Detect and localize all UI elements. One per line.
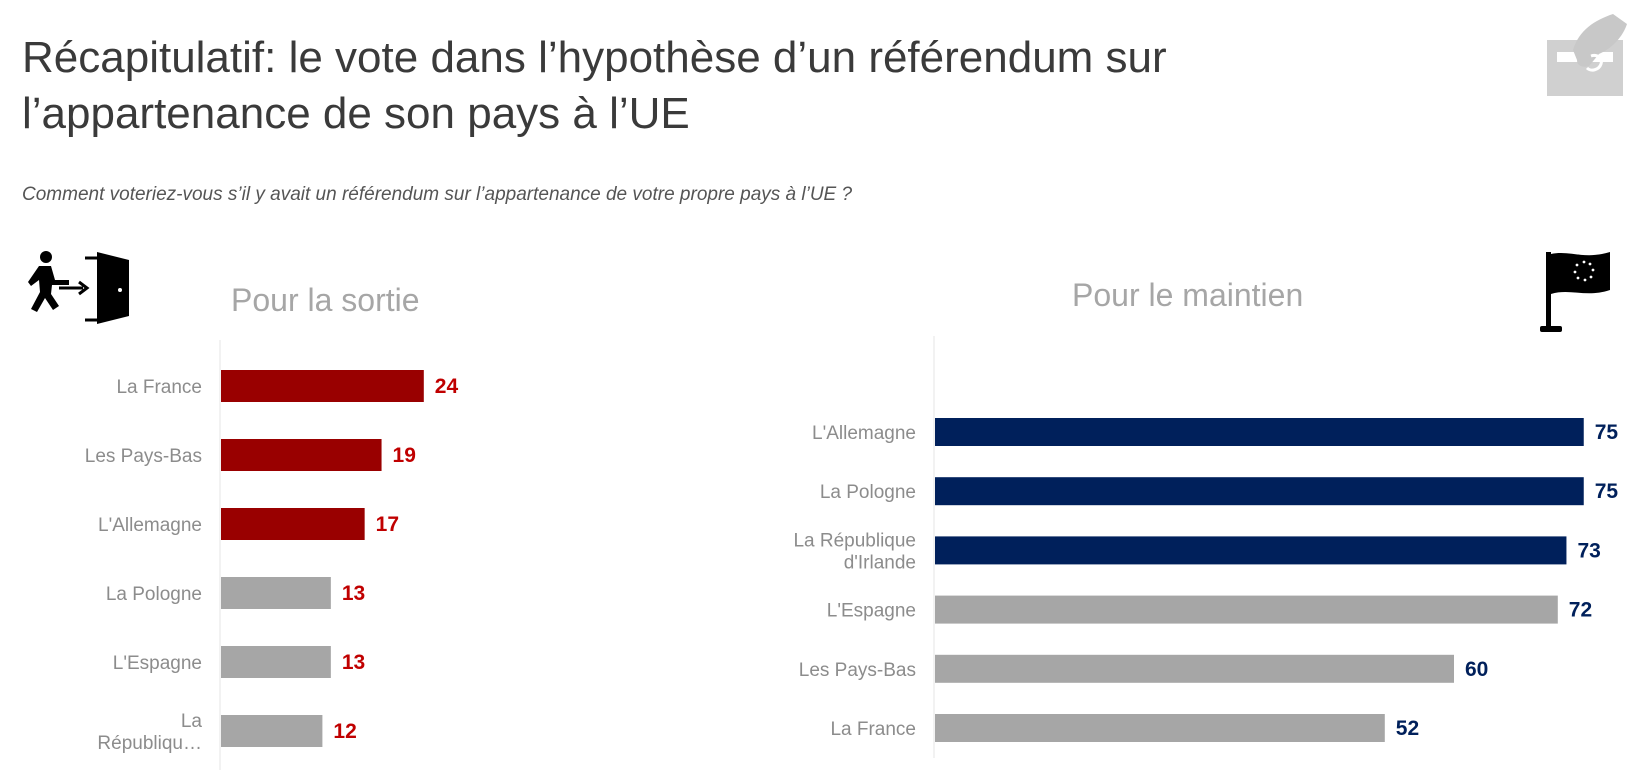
remain-value-label: 75 [1595,421,1619,444]
exit-value-label: 13 [342,651,365,674]
exit-chart-title: Pour la sortie [231,282,420,318]
exit-value-label: 13 [342,582,365,605]
remain-bar [935,477,1584,506]
exit-category-label: La Pologne [106,584,202,605]
remain-value-label: 60 [1465,658,1488,681]
title-line-2: l’appartenance de son pays à l’UE [22,89,690,138]
remain-bar [935,654,1454,683]
exit-bar [221,715,323,747]
remain-category-label: La France [830,719,916,740]
exit-value-label: 19 [393,444,416,467]
exit-bar [221,439,382,471]
remain-value-label: 73 [1577,539,1600,562]
exit-bar [221,370,424,402]
exit-category-label: L'Espagne [113,653,202,674]
remain-value-label: 52 [1396,717,1419,740]
remain-value-label: 72 [1569,599,1592,622]
exit-bar [221,577,331,609]
exit-bar [221,646,331,678]
exit-category-label: La France [116,377,202,398]
remain-bar [935,418,1584,446]
remain-category-label: L'Allemagne [812,423,916,444]
remain-bar [935,595,1558,624]
exit-bar-chart: 24 La France 19 Les Pays-Bas 17 L'Allemagne 13… [85,340,459,770]
exit-category-label: La Républiqu… [97,711,202,754]
remain-category-label: La République d'Irlande [793,530,916,573]
remain-bar [935,714,1385,742]
remain-category-label: Les Pays-Bas [799,660,916,681]
exit-category-label: Les Pays-Bas [85,446,202,467]
exit-category-label: L'Allemagne [98,515,202,536]
survey-question: Comment voteriez-vous s’il y avait un ré… [22,184,853,205]
remain-bar-chart: 75 L'Allemagne 75 La Pologne 73 La République… [793,336,1619,758]
remain-category-label: La Pologne [820,482,916,503]
exit-value-label: 24 [435,375,459,398]
remain-value-label: 75 [1595,480,1619,503]
exit-value-label: 17 [376,513,399,536]
hand-ballot-icon [1547,14,1627,96]
remain-bar [935,536,1567,565]
person-exit-door-icon [28,251,129,324]
remain-chart-title: Pour le maintien [1072,277,1304,313]
exit-value-label: 12 [333,720,356,743]
title-line-1: Récapitulatif: le vote dans l’hypothèse … [22,33,1167,82]
remain-category-label: L'Espagne [827,601,916,622]
exit-bar [221,508,365,540]
page-title: Récapitulatif: le vote dans l’hypothèse … [22,30,1322,142]
eu-flag-icon [1540,252,1610,332]
